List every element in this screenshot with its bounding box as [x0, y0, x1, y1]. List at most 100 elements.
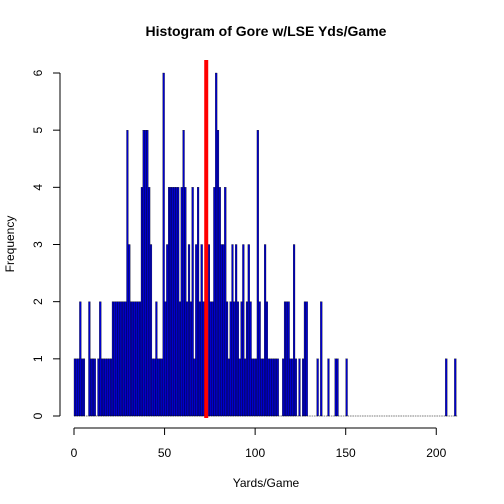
- histogram-bar: [81, 358, 84, 417]
- histogram-bar: [160, 358, 163, 417]
- histogram-bar: [142, 130, 145, 417]
- histogram-bar: [173, 187, 176, 417]
- histogram-bar: [216, 130, 220, 417]
- histogram-bar: [126, 130, 129, 417]
- histogram-bar: [133, 301, 136, 417]
- histogram-bar: [231, 244, 234, 417]
- chart-title: Histogram of Gore w/LSE Yds/Game: [146, 23, 387, 39]
- histogram-bar: [224, 187, 227, 417]
- histogram-bar: [225, 301, 229, 417]
- histogram-bar: [220, 244, 223, 417]
- histogram-bar: [169, 187, 172, 417]
- histogram-bar: [119, 301, 122, 417]
- y-tick-label: 4: [31, 184, 45, 191]
- histogram-bar: [254, 358, 258, 417]
- histogram-bar: [249, 301, 252, 417]
- histogram-bar: [336, 358, 339, 417]
- histogram-bar: [101, 358, 104, 417]
- histogram-bar: [316, 358, 319, 417]
- histogram-bar: [171, 187, 174, 417]
- histogram-bar: [177, 187, 180, 417]
- histogram-bar: [148, 187, 151, 417]
- histogram-bar: [157, 358, 160, 417]
- histogram-bar: [291, 358, 294, 417]
- histogram-bar: [149, 244, 153, 417]
- histogram-bar: [454, 358, 457, 417]
- histogram-bar: [187, 244, 191, 417]
- histogram-bar: [202, 301, 205, 417]
- histogram-bar: [162, 72, 165, 417]
- histogram-bar: [269, 358, 272, 417]
- histogram-bar: [129, 301, 133, 417]
- histogram-bar: [215, 72, 218, 417]
- histogram-bar: [97, 358, 100, 417]
- histogram-bar: [264, 244, 267, 417]
- histogram-bar: [93, 358, 96, 417]
- histogram-bar: [77, 358, 80, 417]
- histogram-bar: [287, 301, 290, 417]
- histogram-bar: [334, 358, 337, 417]
- histogram-bar: [233, 301, 236, 417]
- histogram-bar: [267, 358, 270, 417]
- histogram-bar: [75, 358, 78, 417]
- histogram-bar: [236, 301, 239, 417]
- histogram-bar: [182, 130, 185, 417]
- y-tick-label: 1: [31, 355, 45, 362]
- histogram-bar: [240, 301, 243, 417]
- histogram-bar: [82, 358, 86, 417]
- histogram-bar: [258, 301, 261, 417]
- histogram-bar: [320, 301, 323, 417]
- x-axis: 0 50 100 150 200: [71, 427, 447, 460]
- histogram-bar: [218, 187, 221, 417]
- histogram-bar: [273, 358, 276, 417]
- histogram-bar: [189, 301, 192, 417]
- histogram-bar: [445, 358, 448, 417]
- x-tick-label: 0: [71, 446, 78, 460]
- histogram-bar: [108, 358, 111, 417]
- histogram-bar: [294, 358, 297, 417]
- y-tick-label: 3: [31, 241, 45, 248]
- histogram-bar: [222, 244, 225, 417]
- histogram-bar: [124, 301, 127, 417]
- histogram-bar: [106, 358, 109, 417]
- histogram-bar: [115, 301, 118, 417]
- x-axis-label: Yards/Game: [233, 476, 300, 490]
- histogram-bar: [139, 301, 142, 417]
- x-tick-label: 50: [158, 446, 172, 460]
- histogram-bar: [238, 358, 241, 417]
- histogram-bar: [178, 301, 182, 417]
- histogram-bar: [260, 358, 263, 417]
- histogram-bar: [111, 301, 115, 417]
- histogram-bar: [298, 358, 301, 417]
- histogram-bar: [135, 301, 138, 417]
- histogram-bar: [146, 130, 149, 417]
- histogram-bar: [131, 301, 134, 417]
- histogram-bars: [73, 72, 458, 417]
- histogram-bar: [110, 358, 113, 417]
- x-tick-label: 150: [336, 446, 356, 460]
- histogram-bar: [242, 244, 245, 417]
- histogram-bar: [265, 301, 268, 417]
- histogram-bar: [186, 301, 189, 417]
- histogram-bar: [289, 358, 292, 417]
- histogram-bar: [245, 301, 249, 417]
- histogram-bar: [104, 358, 107, 417]
- y-tick-label: 5: [31, 127, 45, 134]
- y-axis: 0 1 2 3 4 5 6: [31, 69, 61, 419]
- histogram-bar: [168, 187, 171, 417]
- histogram-bar: [73, 358, 76, 417]
- y-axis-label: Frequency: [3, 216, 17, 273]
- histogram-bar: [193, 358, 196, 417]
- histogram-bar: [91, 358, 95, 417]
- histogram-bar: [137, 301, 140, 417]
- histogram-bar: [293, 244, 296, 417]
- histogram-bar: [151, 358, 154, 417]
- histogram-bar: [274, 358, 278, 417]
- histogram-bar: [158, 358, 162, 417]
- histogram-bar: [88, 301, 91, 417]
- histogram-bar: [120, 301, 124, 417]
- histogram-bar: [303, 301, 307, 417]
- histogram-bar: [164, 301, 167, 417]
- x-tick-label: 200: [426, 446, 446, 460]
